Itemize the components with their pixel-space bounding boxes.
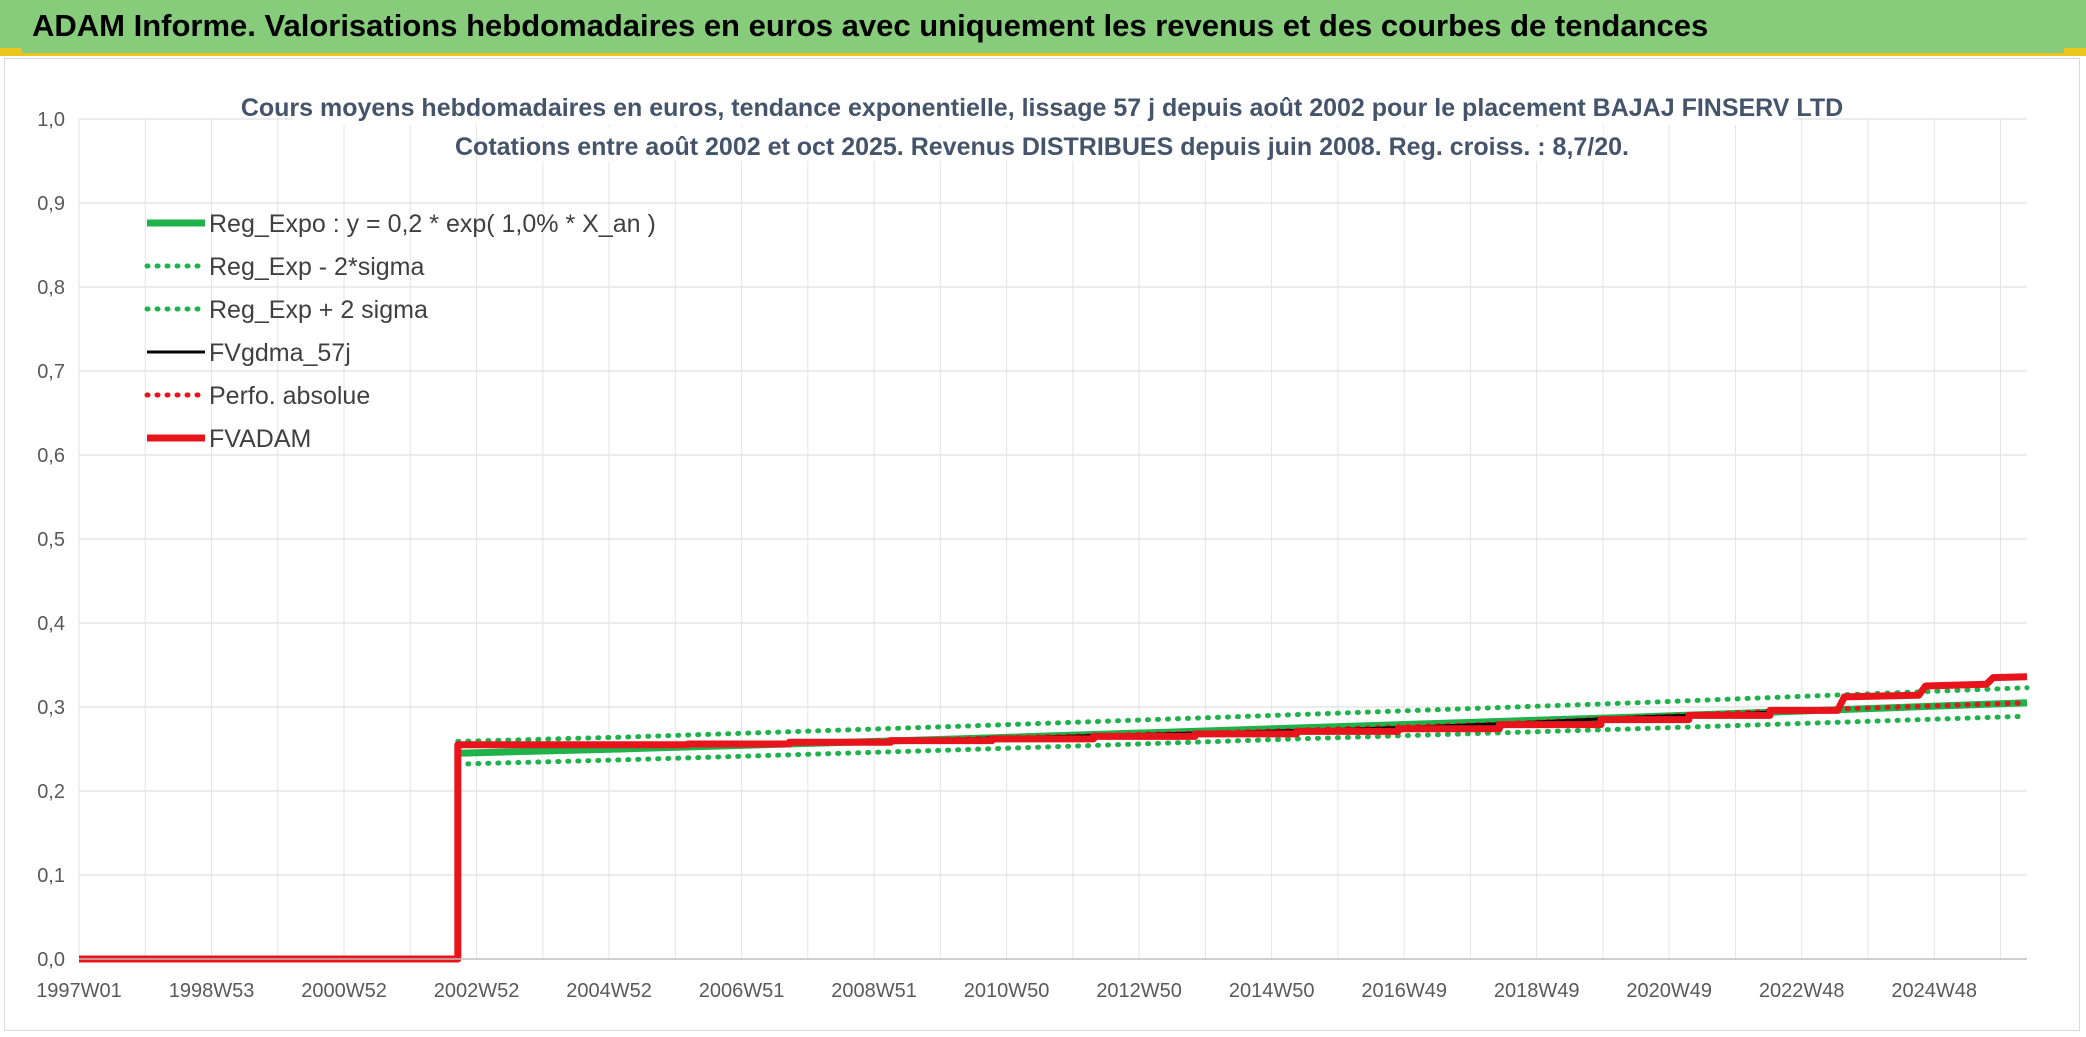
y-tick-label: 0,9 bbox=[37, 193, 65, 215]
series-layer bbox=[79, 673, 2030, 963]
chart-title: Cours moyens hebdomadaires en euros, ten… bbox=[241, 94, 1843, 122]
x-tick-label: 2014W50 bbox=[1229, 980, 1315, 1002]
y-tick-label: 0,5 bbox=[37, 529, 65, 551]
corner-marker-right bbox=[2064, 48, 2086, 56]
chart-area: 0,0 0,1 0,2 0,3 0,4 0,5 0,6 0,7 0,8 0,9 1,0 1997W01… bbox=[4, 58, 2080, 1031]
x-tick-label: 2024W48 bbox=[1891, 980, 1977, 1002]
page-title: ADAM Informe. Valorisations hebdomadaire… bbox=[32, 8, 1709, 43]
axis-layer: 0,0 0,1 0,2 0,3 0,4 0,5 0,6 0,7 0,8 0,9 1,0 1997W01… bbox=[36, 109, 2027, 1002]
x-tick-label: 2022W48 bbox=[1759, 980, 1845, 1002]
y-tick-label: 0,2 bbox=[37, 781, 65, 803]
x-tick-label: 2012W50 bbox=[1096, 980, 1182, 1002]
x-tick-label: 1997W01 bbox=[36, 980, 122, 1002]
legend-label: FVgdma_57j bbox=[209, 339, 351, 367]
x-tick-label: 2004W52 bbox=[566, 980, 652, 1002]
series-line bbox=[79, 675, 2028, 961]
grid-layer bbox=[78, 118, 2027, 960]
x-tick-label: 2018W49 bbox=[1494, 980, 1580, 1002]
y-tick-label: 0,3 bbox=[37, 697, 65, 719]
x-tick-label: 2008W51 bbox=[831, 980, 917, 1002]
corner-marker-left bbox=[0, 48, 22, 56]
chart-svg: 0,0 0,1 0,2 0,3 0,4 0,5 0,6 0,7 0,8 0,9 1,0 1997W01… bbox=[36, 89, 2030, 1002]
y-tick-label: 0,7 bbox=[37, 361, 65, 383]
legend-label: Reg_Expo : y = 0,2 * exp( 1,0% * X_an ) bbox=[209, 210, 656, 238]
y-tick-label: 0,1 bbox=[37, 865, 65, 887]
series-line bbox=[455, 713, 2030, 767]
y-tick-label: 0,4 bbox=[37, 613, 65, 635]
title-layer: Cours moyens hebdomadaires en euros, ten… bbox=[241, 89, 1843, 161]
legend-label: Reg_Exp + 2 sigma bbox=[209, 296, 428, 324]
legend: Reg_Expo : y = 0,2 * exp( 1,0% * X_an ) R… bbox=[144, 210, 656, 453]
x-tick-label: 2020W49 bbox=[1626, 980, 1712, 1002]
x-tick-label: 2000W52 bbox=[301, 980, 387, 1002]
legend-label: FVADAM bbox=[209, 425, 311, 453]
legend-label: Reg_Exp - 2*sigma bbox=[209, 253, 424, 281]
legend-label: Perfo. absolue bbox=[209, 382, 370, 410]
x-tick-label: 1998W53 bbox=[169, 980, 255, 1002]
x-tick-label: 2006W51 bbox=[699, 980, 785, 1002]
series-line bbox=[79, 673, 2028, 963]
x-tick-label: 2016W49 bbox=[1361, 980, 1447, 1002]
series-line bbox=[455, 685, 2030, 744]
header-banner: ADAM Informe. Valorisations hebdomadaire… bbox=[0, 0, 2086, 56]
x-tick-label: 2002W52 bbox=[434, 980, 520, 1002]
y-tick-label: 0,6 bbox=[37, 445, 65, 467]
y-tick-label: 0,0 bbox=[37, 949, 65, 971]
chart-subtitle: Cotations entre août 2002 et oct 2025. R… bbox=[455, 133, 1629, 161]
x-tick-label: 2010W50 bbox=[964, 980, 1050, 1002]
y-tick-label: 1,0 bbox=[37, 109, 65, 131]
y-tick-label: 0,8 bbox=[37, 277, 65, 299]
